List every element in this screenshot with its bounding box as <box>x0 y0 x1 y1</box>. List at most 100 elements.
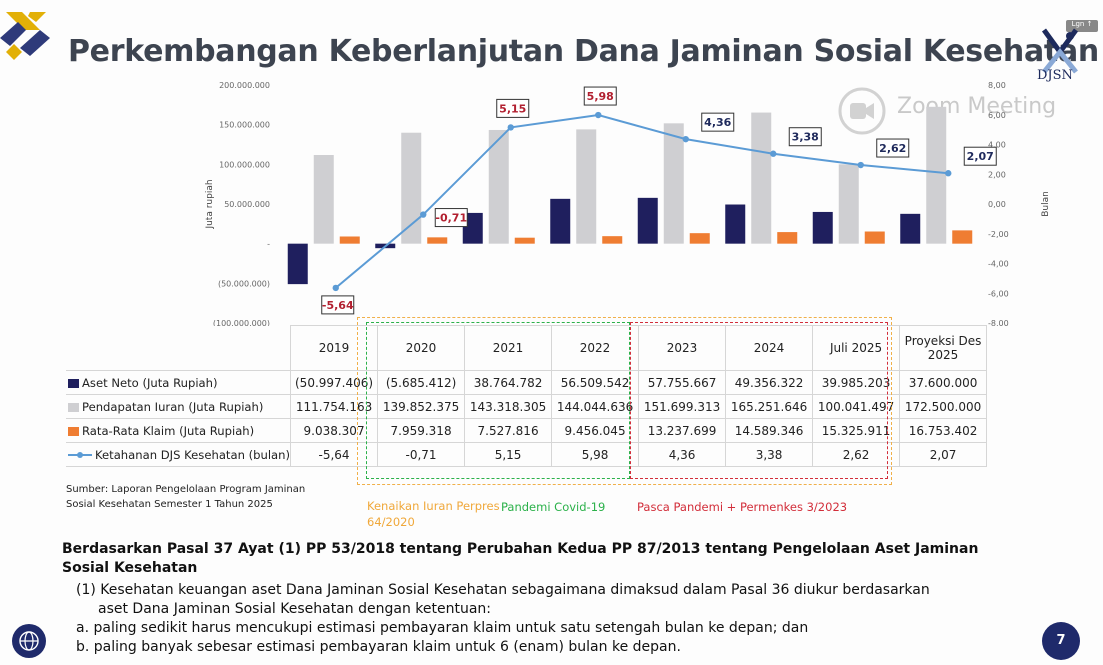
data-label: 2,07 <box>967 150 994 163</box>
data-table: 2019 2020 2021 2022 2023 2024 Juli 2025 Proyeks… <box>66 325 988 467</box>
data-label-box <box>876 138 910 158</box>
bar-iuran <box>401 132 422 244</box>
zoom-watermark: Zoom Meeting <box>897 94 1057 119</box>
data-label: 3,38 <box>792 131 819 144</box>
legend-entry: Aset Neto (Juta Rupiah) <box>66 370 292 395</box>
data-label-box <box>963 146 997 166</box>
table-cell: 16.753.402 <box>899 418 988 443</box>
bar-aset <box>725 204 746 244</box>
bar-klaim <box>952 230 973 244</box>
legend-label: Ketahanan DJS Kesehatan (bulan) <box>95 447 291 462</box>
table-cell: 56.509.542 <box>551 370 640 395</box>
bar-klaim <box>689 233 710 244</box>
right-axis-tick: 6,00 <box>988 111 1006 120</box>
table-cell: 38.764.782 <box>464 370 553 395</box>
bar-klaim <box>427 237 448 244</box>
chart-area: 200.000.000 150.000.000 100.000.000 50.000.… <box>205 81 1051 326</box>
page-number: 7 <box>1042 622 1080 660</box>
data-label: 5,98 <box>587 90 614 103</box>
data-label-box <box>583 86 617 106</box>
bar-aset <box>900 213 921 244</box>
table-cell: 49.356.322 <box>725 370 814 395</box>
right-axis-tick: 8,00 <box>988 81 1006 90</box>
table-cell: 3,38 <box>725 442 814 467</box>
table-header-cell: Proyeksi Des 2025 <box>899 325 988 371</box>
legend-entry: Ketahanan DJS Kesehatan (bulan) <box>66 442 292 467</box>
bar-aset <box>812 211 833 244</box>
table-cell: 111.754.163 <box>290 394 379 419</box>
table-cell: 37.600.000 <box>899 370 988 395</box>
left-axis-tick: (100.000.000) <box>213 319 270 326</box>
table-row: Ketahanan DJS Kesehatan (bulan) -5,64 -0,7… <box>66 442 988 467</box>
bar-aset <box>550 198 571 244</box>
legend-entry: Rata-Rata Klaim (Juta Rupiah) <box>66 418 292 443</box>
data-label: 4,36 <box>704 116 731 129</box>
ketahanan-point <box>507 124 514 131</box>
data-label: -5,64 <box>322 299 354 312</box>
data-label-box <box>788 127 822 147</box>
bar-klaim <box>602 236 623 244</box>
left-axis-label: Juta rupiah <box>205 179 215 229</box>
ketahanan-line <box>335 114 949 289</box>
table-header-cell: 2021 <box>464 325 553 371</box>
bar-klaim <box>339 236 360 244</box>
perpres-annotation: Kenaikan Iuran Perpres 64/2020 <box>367 499 500 529</box>
bar-iuran <box>576 129 597 244</box>
table-cell: 100.041.497 <box>812 394 901 419</box>
legal-heading: Berdasarkan Pasal 37 Ayat (1) PP 53/2018… <box>62 541 979 576</box>
table-cell: -5,64 <box>290 442 379 467</box>
table-cell: 5,98 <box>551 442 640 467</box>
table-cell: 143.318.305 <box>464 394 553 419</box>
right-axis-tick: -4,00 <box>988 260 1009 269</box>
table-cell: 57.755.667 <box>638 370 727 395</box>
data-label-box <box>321 295 355 315</box>
djsn-logo-icon <box>1041 28 1079 74</box>
legend-label: Pendapatan Iuran (Juta Rupiah) <box>82 399 264 414</box>
table-cell: 2,07 <box>899 442 988 467</box>
data-label-box <box>701 112 735 132</box>
pasca-box <box>630 322 888 479</box>
data-label: -0,71 <box>435 212 467 225</box>
point-1-line-2: aset Dana Jaminan Sosial Kesehatan denga… <box>98 601 491 617</box>
table-cell: -0,71 <box>377 442 466 467</box>
table-cell: 4,36 <box>638 442 727 467</box>
table-cell: 144.044.636 <box>551 394 640 419</box>
globe-icon[interactable] <box>12 624 46 658</box>
ketahanan-point <box>332 284 339 292</box>
right-axis-tick: 0,00 <box>988 200 1006 209</box>
bar-iuran <box>838 164 859 244</box>
pasca-annotation: Pasca Pandemi + Permenkes 3/2023 <box>637 500 848 514</box>
table-header-cell: 2024 <box>725 325 814 371</box>
ketahanan-point <box>770 150 777 157</box>
ketahanan-point <box>682 135 689 143</box>
legend-entry: Pendapatan Iuran (Juta Rupiah) <box>66 394 292 419</box>
table-cell: 7.527.816 <box>464 418 553 443</box>
bar-iuran <box>488 129 509 244</box>
point-1-line-1: (1) Kesehatan keuangan aset Dana Jaminan… <box>76 582 930 598</box>
source-note: Sumber: Laporan Pengelolaan Program Jami… <box>66 484 306 510</box>
data-label-box <box>496 98 530 118</box>
left-axis-tick: - <box>267 240 270 249</box>
ketahanan-point <box>420 211 427 218</box>
pandemi-annotation: Pandemi Covid-19 <box>501 500 606 514</box>
bar-aset <box>287 243 308 285</box>
zoom-watermark-icon <box>838 87 886 135</box>
ketahanan-point <box>857 161 864 169</box>
bar-aset <box>637 197 658 244</box>
table-cell: 172.500.000 <box>899 394 988 419</box>
table-cell: 13.237.699 <box>638 418 727 443</box>
data-label-box <box>434 208 468 228</box>
right-axis-tick: 4,00 <box>988 141 1006 150</box>
right-axis-tick: 2,00 <box>988 170 1006 179</box>
legal-text: Berdasarkan Pasal 37 Ayat (1) PP 53/2018… <box>62 540 1002 657</box>
table-header-cell: 2022 <box>551 325 640 371</box>
page-title: Perkembangan Keberlanjutan Dana Jaminan … <box>68 34 1099 69</box>
table-row: Pendapatan Iuran (Juta Rupiah) 111.754.16… <box>66 394 988 419</box>
item-a: a. paling sedikit harus mencukupi estima… <box>76 620 809 636</box>
left-axis-tick: 150.000.000 <box>219 121 270 130</box>
data-label: 2,62 <box>879 142 906 155</box>
perpres-box <box>357 317 892 485</box>
bar-iuran <box>663 123 684 244</box>
bar-klaim <box>777 232 798 244</box>
left-axis-tick: 100.000.000 <box>219 160 270 169</box>
